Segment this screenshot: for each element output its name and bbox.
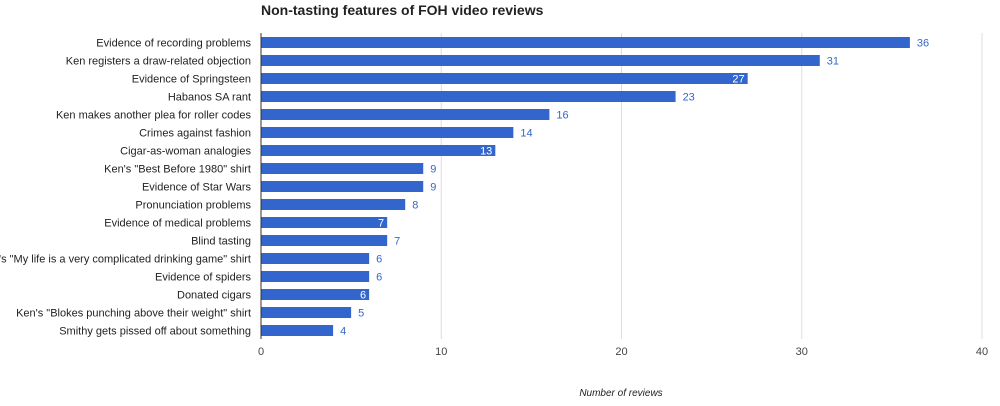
value-label: 8: [412, 200, 418, 212]
x-axis-label: Number of reviews: [579, 388, 663, 399]
x-tick-label: 0: [258, 346, 264, 358]
value-label: 7: [378, 218, 384, 230]
category-label: Ken's "Best Before 1980" shirt: [104, 164, 251, 176]
value-label: 31: [827, 56, 839, 68]
category-label: Cigar-as-woman analogies: [120, 146, 251, 158]
value-label: 6: [376, 272, 382, 284]
value-label: 13: [480, 146, 492, 158]
value-label: 9: [430, 164, 436, 176]
bar[interactable]: [261, 235, 388, 246]
category-label: Ken's "My life is a very complicated dri…: [0, 254, 251, 266]
x-tick-label: 30: [796, 346, 808, 358]
category-label: Blind tasting: [191, 236, 251, 248]
category-label: Evidence of Springsteen: [132, 74, 251, 86]
value-label: 23: [683, 92, 695, 104]
value-label: 5: [358, 308, 364, 320]
bar[interactable]: [261, 163, 424, 174]
value-label: 6: [360, 290, 366, 302]
bar[interactable]: [261, 271, 370, 282]
bar[interactable]: [261, 127, 514, 138]
bar[interactable]: [261, 325, 334, 336]
chart-title: Non-tasting features of FOH video review…: [261, 2, 544, 18]
category-label: Ken registers a draw-related objection: [66, 56, 251, 68]
value-label: 27: [732, 74, 744, 86]
category-label: Evidence of medical problems: [104, 218, 251, 230]
category-label: Ken's "Blokes punching above their weigh…: [16, 308, 251, 320]
bar[interactable]: [261, 145, 496, 156]
bar[interactable]: [261, 181, 424, 192]
x-tick-label: 10: [435, 346, 447, 358]
category-label: Habanos SA rant: [168, 92, 251, 104]
category-label: Smithy gets pissed off about something: [59, 326, 251, 338]
category-label: Ken makes another plea for roller codes: [56, 110, 252, 122]
bar[interactable]: [261, 91, 676, 102]
bar[interactable]: [261, 109, 550, 120]
x-tick-label: 40: [976, 346, 988, 358]
value-label: 36: [917, 38, 929, 50]
value-label: 14: [520, 128, 532, 140]
category-label: Evidence of recording problems: [96, 38, 251, 50]
category-label: Evidence of Star Wars: [142, 182, 252, 194]
bar[interactable]: [261, 289, 370, 300]
value-label: 16: [556, 110, 568, 122]
bar[interactable]: [261, 217, 388, 228]
bar[interactable]: [261, 253, 370, 264]
category-label: Pronunciation problems: [135, 200, 251, 212]
bar[interactable]: [261, 55, 820, 66]
value-label: 7: [394, 236, 400, 248]
category-label: Crimes against fashion: [139, 128, 251, 140]
bar[interactable]: [261, 199, 406, 210]
value-label: 9: [430, 182, 436, 194]
category-label: Evidence of spiders: [155, 272, 251, 284]
x-tick-label: 20: [615, 346, 627, 358]
value-label: 4: [340, 326, 346, 338]
category-label: Donated cigars: [177, 290, 251, 302]
bar[interactable]: [261, 307, 352, 318]
bar[interactable]: [261, 73, 748, 84]
value-label: 6: [376, 254, 382, 266]
bar[interactable]: [261, 37, 910, 48]
